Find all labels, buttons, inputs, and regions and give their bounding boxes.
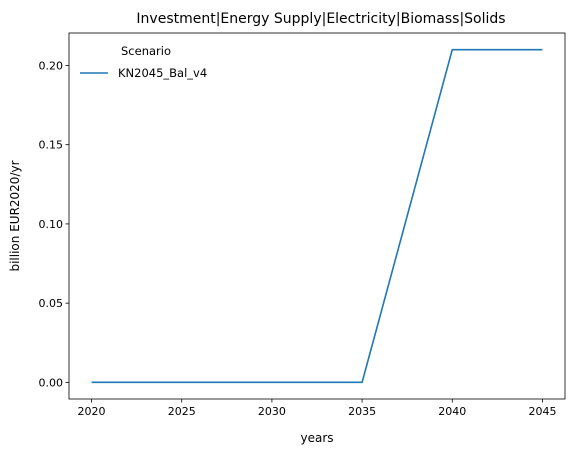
chart-title: Investment|Energy Supply|Electricity|Bio… bbox=[136, 11, 505, 27]
x-axis: 2020 2025 2030 2035 2040 2045 bbox=[78, 399, 556, 418]
plot-frame bbox=[68, 32, 566, 400]
series-lines bbox=[91, 48, 543, 384]
y-tick-label: 0.00 bbox=[39, 376, 64, 389]
x-tick-label: 2040 bbox=[438, 405, 466, 418]
y-tick-label: 0.15 bbox=[39, 139, 64, 152]
x-tick-label: 2045 bbox=[528, 405, 556, 418]
y-tick-label: 0.05 bbox=[39, 297, 64, 310]
series-line-0 bbox=[91, 48, 543, 384]
x-tick-label: 2025 bbox=[168, 405, 196, 418]
y-tick-label: 0.20 bbox=[39, 59, 64, 72]
x-tick-label: 2030 bbox=[258, 405, 286, 418]
plot-area bbox=[68, 32, 566, 400]
legend-title: Scenario bbox=[121, 44, 171, 58]
y-axis: 0.00 0.05 0.10 0.15 0.20 bbox=[39, 59, 69, 389]
legend-entry-label: KN2045_Bal_v4 bbox=[118, 66, 207, 80]
y-axis-label: billion EUR2020/yr bbox=[8, 160, 22, 271]
legend: Scenario KN2045_Bal_v4 bbox=[80, 44, 207, 80]
x-tick-label: 2035 bbox=[348, 405, 376, 418]
x-axis-label: years bbox=[300, 431, 333, 445]
x-tick-label: 2020 bbox=[78, 405, 106, 418]
y-tick-label: 0.10 bbox=[39, 218, 64, 231]
